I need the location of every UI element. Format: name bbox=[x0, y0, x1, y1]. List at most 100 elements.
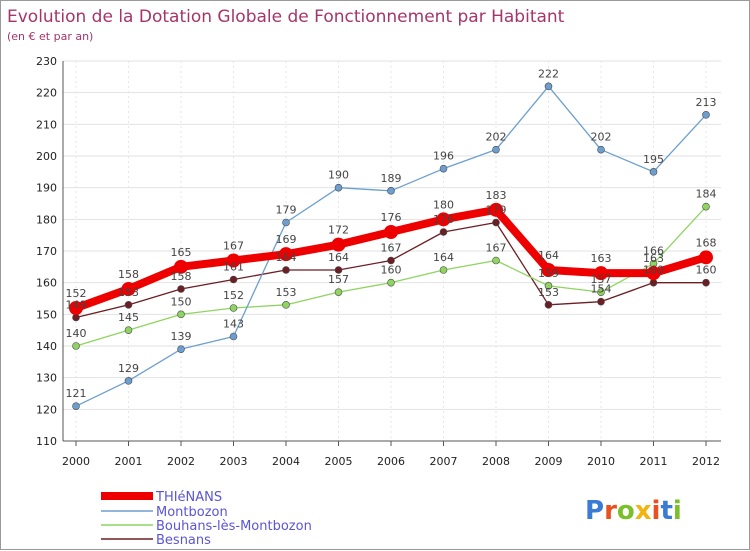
y-tick-label: 120 bbox=[36, 403, 57, 416]
data-label: 167 bbox=[223, 240, 244, 253]
x-tick-label: 2003 bbox=[220, 455, 248, 468]
data-label: 167 bbox=[381, 242, 402, 255]
data-label: 158 bbox=[118, 268, 139, 281]
data-point bbox=[226, 253, 241, 268]
y-tick-label: 140 bbox=[36, 340, 57, 353]
data-label: 153 bbox=[276, 286, 297, 299]
data-label: 184 bbox=[696, 188, 717, 201]
data-point bbox=[649, 168, 658, 176]
proxiti-logo: Proxiti bbox=[585, 496, 682, 526]
data-label: 179 bbox=[276, 204, 297, 217]
data-point bbox=[282, 301, 290, 309]
data-point bbox=[384, 225, 398, 239]
data-point bbox=[177, 345, 185, 353]
data-label: 154 bbox=[591, 283, 612, 296]
data-point bbox=[334, 266, 343, 274]
x-tick-label: 2000 bbox=[62, 455, 90, 468]
x-tick-label: 2006 bbox=[377, 455, 405, 468]
x-tick-label: 2007 bbox=[430, 455, 458, 468]
data-point bbox=[649, 278, 658, 287]
data-label: 153 bbox=[538, 286, 559, 299]
x-tick-label: 2004 bbox=[272, 455, 300, 468]
legend-label: Bouhans-lès-Montbozon bbox=[156, 519, 312, 534]
data-label: 167 bbox=[486, 242, 507, 255]
data-point bbox=[492, 145, 500, 154]
x-tick-label: 2005 bbox=[325, 455, 353, 468]
data-label: 158 bbox=[171, 270, 192, 283]
data-point bbox=[124, 377, 133, 385]
data-label: 129 bbox=[118, 362, 139, 375]
y-tick-label: 160 bbox=[36, 277, 57, 290]
data-point bbox=[387, 187, 395, 195]
axes: 110 120 130 140 150 160 170 180 190 200 210 220 230 2… bbox=[36, 55, 721, 468]
legend-label: Besnans bbox=[156, 533, 211, 548]
data-label: 166 bbox=[643, 245, 664, 258]
data-label: 164 bbox=[433, 251, 454, 264]
data-point bbox=[174, 259, 188, 274]
data-label: 163 bbox=[643, 252, 664, 265]
data-label: 152 bbox=[66, 287, 87, 300]
data-label: 172 bbox=[328, 224, 349, 237]
logo-text: Proxiti bbox=[585, 496, 682, 526]
data-label: 165 bbox=[171, 246, 192, 259]
data-label: 202 bbox=[591, 131, 612, 144]
data-label: 149 bbox=[66, 299, 87, 312]
data-point bbox=[439, 228, 448, 236]
data-label: 202 bbox=[486, 131, 507, 144]
series-layer bbox=[69, 82, 713, 410]
data-point bbox=[121, 282, 136, 296]
data-point bbox=[72, 342, 80, 350]
data-point bbox=[177, 310, 185, 319]
data-label: 160 bbox=[696, 264, 717, 277]
data-point bbox=[544, 282, 553, 290]
data-label: 189 bbox=[381, 172, 402, 185]
data-label: 190 bbox=[328, 169, 349, 182]
data-label: 213 bbox=[696, 96, 717, 109]
data-point bbox=[439, 266, 448, 274]
data-point bbox=[229, 275, 238, 284]
data-label: 183 bbox=[486, 189, 507, 202]
data-label: 143 bbox=[223, 318, 244, 331]
data-point bbox=[597, 297, 605, 306]
data-point bbox=[72, 402, 80, 410]
data-point bbox=[72, 313, 80, 322]
data-label: 169 bbox=[276, 233, 297, 246]
data-label: 157 bbox=[328, 273, 349, 286]
data-label: 195 bbox=[643, 153, 664, 166]
data-point bbox=[282, 266, 290, 274]
data-label: 140 bbox=[66, 327, 87, 340]
data-point bbox=[279, 247, 293, 262]
legend: THIéNANSMontbozonBouhans-lès-MontbozonBe… bbox=[101, 490, 312, 548]
y-tick-label: 200 bbox=[36, 150, 57, 163]
data-point bbox=[387, 256, 395, 265]
data-label: 160 bbox=[381, 264, 402, 277]
data-point bbox=[124, 326, 133, 334]
data-point bbox=[177, 285, 185, 293]
data-label: 161 bbox=[223, 261, 244, 274]
y-tick-label: 220 bbox=[36, 87, 57, 100]
y-tick-label: 180 bbox=[36, 213, 57, 226]
x-tick-label: 2009 bbox=[535, 455, 563, 468]
legend-label: THIéNANS bbox=[155, 490, 222, 505]
data-point bbox=[544, 301, 553, 309]
data-label: 164 bbox=[538, 249, 559, 262]
data-label: 179 bbox=[486, 204, 507, 217]
x-tick-label: 2008 bbox=[482, 455, 510, 468]
data-point bbox=[282, 218, 290, 227]
x-tick-label: 2012 bbox=[692, 455, 720, 468]
y-tick-label: 130 bbox=[36, 372, 57, 385]
data-label: 180 bbox=[433, 198, 454, 211]
data-point bbox=[699, 250, 713, 265]
y-tick-label: 190 bbox=[36, 182, 57, 195]
data-point bbox=[331, 237, 346, 252]
data-label: 176 bbox=[381, 211, 402, 224]
x-tick-label: 2011 bbox=[640, 455, 668, 468]
data-point bbox=[229, 332, 238, 341]
y-tick-label: 230 bbox=[36, 55, 57, 68]
data-label: 196 bbox=[433, 150, 454, 163]
data-label: 152 bbox=[223, 289, 244, 302]
data-label: 159 bbox=[538, 267, 559, 280]
data-label: 160 bbox=[643, 264, 664, 277]
